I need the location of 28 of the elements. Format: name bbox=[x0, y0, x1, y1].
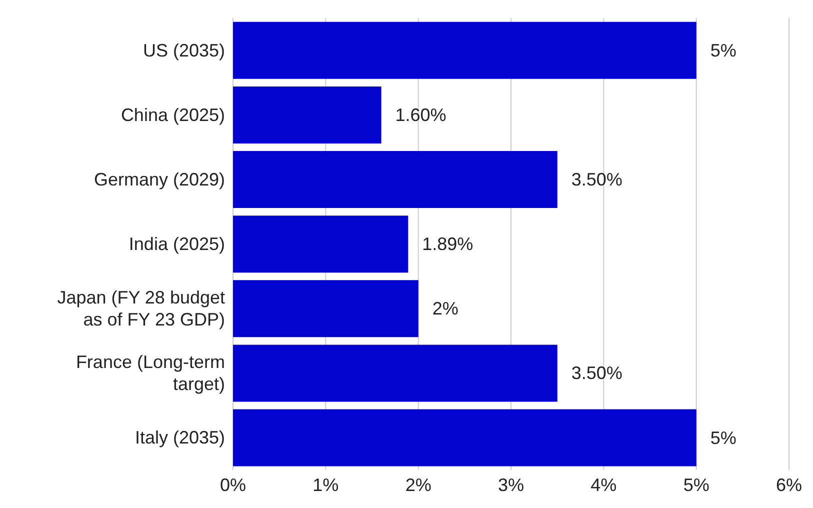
bar bbox=[233, 22, 696, 79]
y-tick-label: India (2025) bbox=[128, 234, 225, 254]
data-label: 2% bbox=[432, 298, 458, 319]
data-label: 1.89% bbox=[422, 234, 474, 254]
y-tick-label: Japan (FY 28 budget as of FY 23 GDP) bbox=[57, 288, 225, 330]
data-label: 3.50% bbox=[571, 363, 622, 384]
y-tick-label: France (Long-term target) bbox=[76, 352, 225, 394]
bar bbox=[233, 280, 418, 338]
y-tick-label: China (2025) bbox=[120, 104, 225, 125]
x-tick-label: 1% bbox=[312, 474, 339, 495]
x-tick-label: 3% bbox=[498, 474, 524, 495]
data-label: 1.60% bbox=[395, 104, 446, 125]
bar bbox=[233, 409, 696, 466]
data-label: 5% bbox=[710, 40, 736, 60]
bar bbox=[233, 151, 558, 208]
x-tick-label: 2% bbox=[405, 474, 432, 495]
bar bbox=[233, 86, 382, 144]
y-tick-label: US (2035) bbox=[142, 40, 225, 60]
x-tick-label: 6% bbox=[776, 474, 802, 495]
y-tick-label: Italy (2035) bbox=[134, 428, 225, 448]
x-tick-label: 5% bbox=[683, 474, 710, 495]
data-label: 3.50% bbox=[571, 170, 622, 190]
data-label: 5% bbox=[710, 428, 736, 448]
x-tick-label: 4% bbox=[590, 474, 617, 495]
bar bbox=[233, 344, 558, 402]
bar bbox=[233, 216, 408, 273]
x-tick-label: 0% bbox=[220, 474, 246, 495]
y-tick-label: Germany (2029) bbox=[94, 169, 225, 190]
